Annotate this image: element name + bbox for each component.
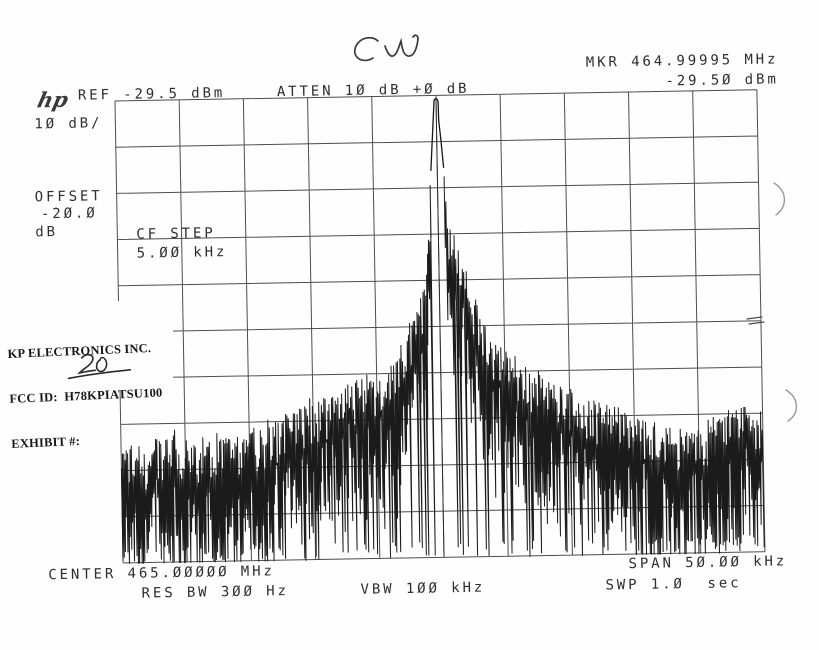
handwritten-exhibit-number <box>67 353 132 380</box>
artifact-dashes <box>746 316 765 325</box>
artifact-arc-bottom <box>785 389 798 422</box>
marker-line <box>435 98 445 557</box>
fcc-exhibit-stamp: KP ELECTRONICS INC. FCC ID: H78KPIATSU10… <box>0 301 173 451</box>
stamp-exhibit-label: EXHIBIT #: <box>11 434 81 451</box>
handwritten-cw-annotation <box>353 34 419 62</box>
spectrum-trace <box>120 97 765 564</box>
artifact-arc-top <box>773 182 786 216</box>
spectrum-plot <box>114 89 766 564</box>
stamp-fcc-id: FCC ID: H78KPIATSU100 <box>9 385 163 406</box>
